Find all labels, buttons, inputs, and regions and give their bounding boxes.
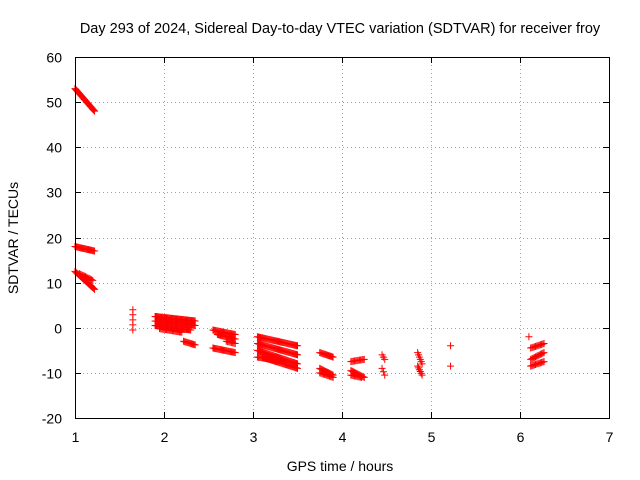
data-point xyxy=(418,371,426,379)
x-tick-label: 2 xyxy=(161,429,169,445)
data-point xyxy=(447,362,455,370)
data-point xyxy=(294,364,301,372)
data-points xyxy=(71,85,548,381)
x-tick-labels: 1 2 3 4 5 6 7 xyxy=(72,429,614,445)
data-point xyxy=(129,326,137,334)
data-point xyxy=(540,340,548,348)
data-point xyxy=(90,106,98,114)
chart-title: Day 293 of 2024, Sidereal Day-to-day VTE… xyxy=(80,21,601,37)
y-tick-label: 10 xyxy=(46,276,62,292)
data-point xyxy=(294,351,301,359)
data-point xyxy=(191,321,199,329)
y-tick-label: 40 xyxy=(46,140,62,156)
data-point xyxy=(378,364,386,372)
data-point xyxy=(89,106,97,114)
x-tick-label: 5 xyxy=(428,429,436,445)
data-point xyxy=(416,368,424,376)
data-point xyxy=(329,373,337,381)
data-point xyxy=(540,358,548,366)
x-tick-label: 3 xyxy=(250,429,258,445)
y-tick-label: 20 xyxy=(46,231,62,247)
data-point xyxy=(418,360,426,368)
data-point xyxy=(447,342,455,350)
data-point xyxy=(381,355,389,363)
data-point xyxy=(231,349,239,357)
data-point xyxy=(379,368,387,376)
data-point xyxy=(91,247,99,255)
data-point xyxy=(329,353,337,361)
y-tick-label: 30 xyxy=(46,185,62,201)
y-tick-label: 0 xyxy=(54,321,62,337)
data-point xyxy=(91,107,99,115)
data-point xyxy=(90,285,98,293)
data-point xyxy=(417,369,425,377)
x-tick-label: 1 xyxy=(72,429,80,445)
y-tick-label: -20 xyxy=(42,411,62,427)
data-point xyxy=(88,276,96,284)
data-point xyxy=(360,355,368,363)
data-point xyxy=(178,328,186,336)
data-point xyxy=(358,373,366,381)
data-point xyxy=(91,285,99,293)
data-point xyxy=(539,349,547,357)
data-point xyxy=(540,349,548,357)
grid xyxy=(75,57,609,418)
data-point xyxy=(415,364,423,372)
data-point xyxy=(414,362,422,370)
data-point xyxy=(415,366,423,374)
y-tick-label: 60 xyxy=(46,50,62,66)
data-point xyxy=(381,371,389,379)
x-tick-label: 4 xyxy=(339,429,347,445)
data-point xyxy=(280,358,288,366)
data-point xyxy=(89,276,97,284)
data-point xyxy=(191,341,199,349)
y-tick-label: 50 xyxy=(46,95,62,111)
data-point xyxy=(187,326,195,334)
plot-frame xyxy=(75,57,610,419)
x-tick-label: 7 xyxy=(606,429,614,445)
data-point xyxy=(525,333,533,341)
x-tick-label: 6 xyxy=(517,429,525,445)
x-axis-label: GPS time / hours xyxy=(287,458,394,474)
y-tick-label: -10 xyxy=(42,366,62,382)
data-point xyxy=(294,342,301,350)
y-axis-label: SDTVAR / TECUs xyxy=(5,182,21,294)
data-point xyxy=(231,340,239,348)
y-tick-labels: -20 -10 0 10 20 30 40 50 60 xyxy=(42,50,62,427)
